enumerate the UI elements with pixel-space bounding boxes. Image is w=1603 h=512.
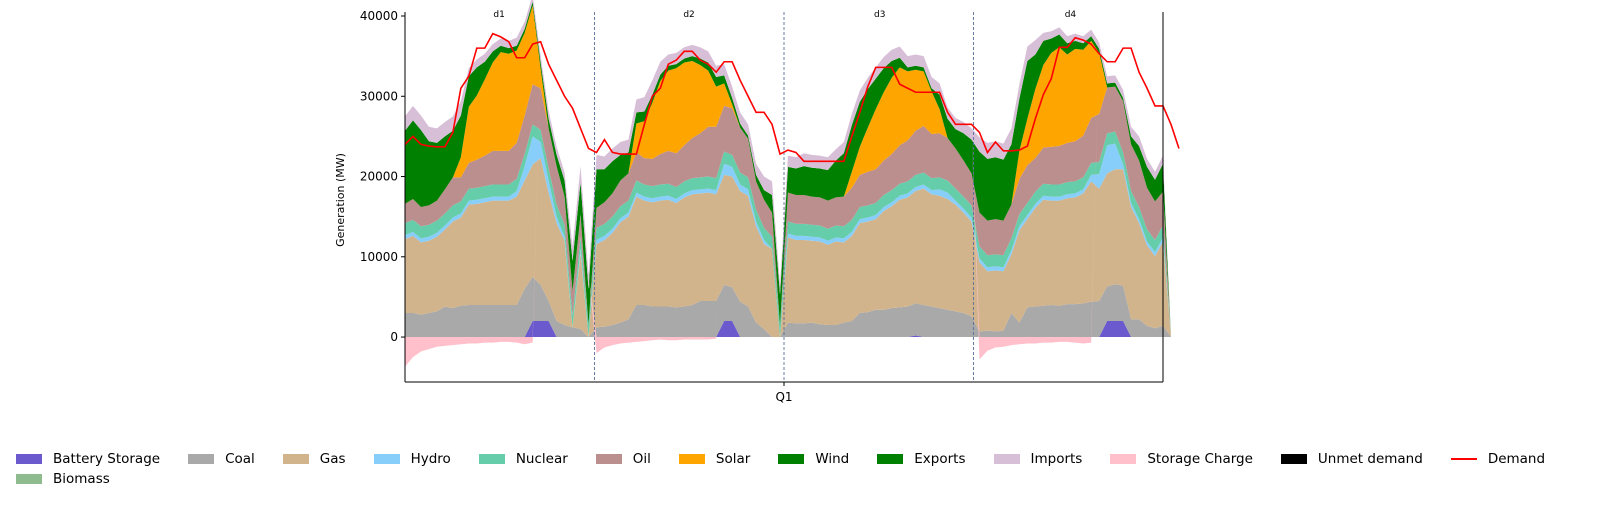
area-oil <box>405 84 1179 338</box>
legend-swatch-gas <box>282 454 309 464</box>
y-ticks: 0 10000 20000 30000 40000 <box>360 9 405 344</box>
legend-label-solar: Solar <box>715 451 751 467</box>
legend-swatch-exports <box>877 454 904 464</box>
area-wind <box>405 1 1179 338</box>
legend-label-imports: Imports <box>1030 451 1083 467</box>
day-boundary-lines <box>594 12 974 382</box>
day-labels: d1 d2 d3 d4 <box>493 10 1076 20</box>
legend-item-coal: Coal <box>188 451 255 467</box>
legend-label-storage-charge: Storage Charge <box>1147 451 1253 467</box>
legend-swatch-unmet-demand <box>1280 454 1307 464</box>
legend-label-oil: Oil <box>632 451 651 467</box>
legend-swatch-imports <box>993 454 1020 464</box>
area-gas <box>405 158 1179 338</box>
legend-item-demand: Demand <box>1450 451 1546 467</box>
legend-item-unmet-demand: Unmet demand <box>1280 451 1423 467</box>
legend-item-oil: Oil <box>595 451 651 467</box>
legend-row-1: Battery Storage Coal Gas Hydro Nuclear Oil Sol… <box>16 449 1596 469</box>
legend-label-unmet-demand: Unmet demand <box>1317 451 1423 467</box>
y-tick-label-40000: 40000 <box>360 9 398 23</box>
legend-label-biomass: Biomass <box>53 471 110 487</box>
demand-line-layer <box>404 32 1180 163</box>
legend-label-coal: Coal <box>225 451 255 467</box>
day-label-d3: d3 <box>874 10 885 20</box>
legend-label-nuclear: Nuclear <box>515 451 568 467</box>
legend-swatch-battery-storage <box>16 454 42 464</box>
legend-row-2: Biomass <box>16 469 1596 489</box>
legend-swatch-nuclear <box>478 454 505 464</box>
energy-dispatch-chart: 0 10000 20000 30000 40000 d1 d2 d3 d4 Q1 Genera… <box>334 0 1180 404</box>
day-label-d4: d4 <box>1065 10 1077 20</box>
legend: Battery Storage Coal Gas Hydro Nuclear Oil Sol… <box>16 449 1596 489</box>
y-tick-label-0: 0 <box>390 330 398 344</box>
legend-item-imports: Imports <box>993 451 1083 467</box>
legend-label-battery-storage: Battery Storage <box>53 451 161 467</box>
legend-item-wind: Wind <box>778 451 849 467</box>
legend-swatch-biomass <box>16 474 42 484</box>
axes <box>404 12 1164 386</box>
legend-label-exports: Exports <box>914 451 966 467</box>
legend-item-exports: Exports <box>877 451 966 467</box>
legend-item-hydro: Hydro <box>373 451 451 467</box>
y-tick-label-10000: 10000 <box>360 250 398 264</box>
legend-label-demand: Demand <box>1487 451 1546 467</box>
legend-item-biomass: Biomass <box>16 471 110 487</box>
legend-swatch-demand <box>1450 458 1477 460</box>
legend-swatch-solar <box>678 454 705 464</box>
legend-swatch-wind <box>778 454 805 464</box>
legend-item-battery-storage: Battery Storage <box>16 451 160 467</box>
area-battery-storage <box>405 321 1179 338</box>
demand-line <box>404 32 1180 163</box>
area-hydro <box>405 136 1179 338</box>
legend-swatch-storage-charge <box>1110 454 1137 464</box>
legend-swatch-oil <box>595 454 622 464</box>
legend-item-solar: Solar <box>678 451 751 467</box>
day-label-d1: d1 <box>493 10 504 20</box>
legend-label-wind: Wind <box>815 451 850 467</box>
y-tick-label-20000: 20000 <box>360 170 398 184</box>
area-coal <box>405 276 1179 338</box>
y-axis-title: Generation (MW) <box>334 153 347 247</box>
area-nuclear <box>405 124 1179 338</box>
legend-label-hydro: Hydro <box>410 451 451 467</box>
legend-item-storage-charge: Storage Charge <box>1110 451 1253 467</box>
legend-item-nuclear: Nuclear <box>478 451 568 467</box>
legend-swatch-hydro <box>373 454 400 464</box>
stacked-area-series <box>405 0 1179 367</box>
legend-swatch-coal <box>188 454 215 464</box>
day-label-d2: d2 <box>683 10 694 20</box>
legend-label-gas: Gas <box>319 451 346 467</box>
legend-item-gas: Gas <box>282 451 346 467</box>
y-tick-label-30000: 30000 <box>360 89 398 103</box>
x-tick-label: Q1 <box>775 390 792 404</box>
